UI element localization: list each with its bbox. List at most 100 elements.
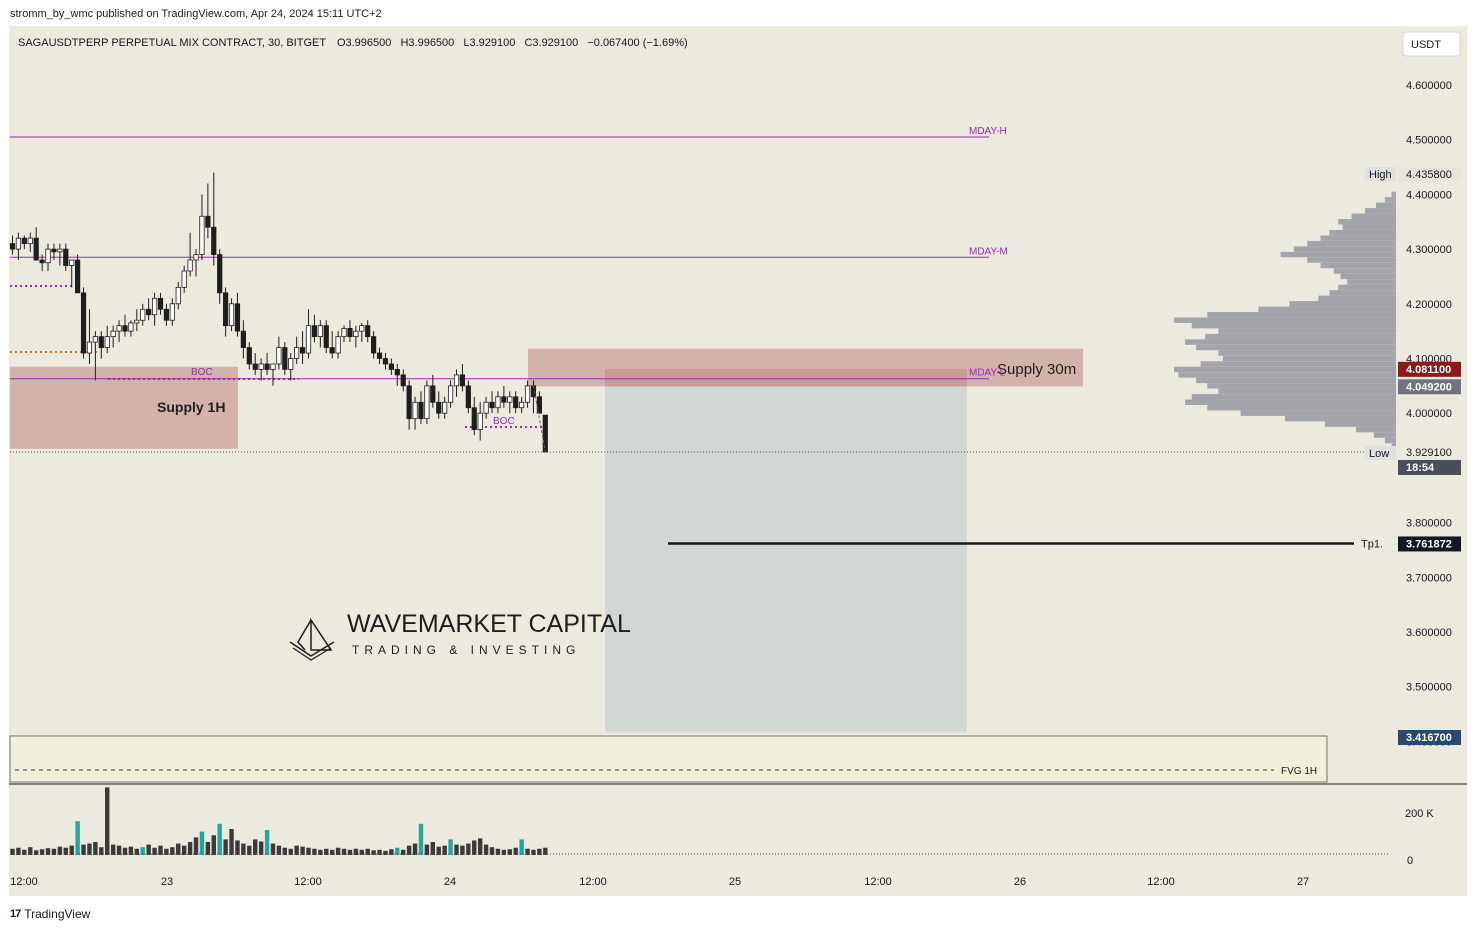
candle-body [471,407,477,431]
countdown-label: 18:54 [1406,462,1435,474]
ohlc-low-value: 3.929100 [469,37,515,49]
candle-body [86,341,93,354]
supply-30m-label: Supply 30m [997,361,1076,378]
candle-body [270,363,276,370]
low-tag: Low [1369,448,1389,460]
candle-body [33,237,39,261]
candle-body [98,336,104,348]
y-tick-label: 3.600000 [1406,627,1452,639]
axes-layer: 4.600000 4.500000 4.400000 4.300000 4.200000… [10,80,1452,888]
volume-bar [324,848,329,855]
projection-line [532,385,546,452]
volume-bar [28,847,33,855]
candle-body [39,259,45,264]
volume-bar [371,850,376,855]
candle-body [424,385,430,420]
volume-bar [436,846,441,855]
footer: 17 TradingView [0,896,1476,931]
tradingview-logo-icon: 17 [10,908,21,920]
tp1-price-label-bg [1398,536,1461,552]
y-tick-label: 4.400000 [1406,189,1452,201]
x-tick-label: 12:00 [579,876,607,888]
symbol-line: SAGAUSDTPERP PERPETUAL MIX CONTRACT, 30,… [18,37,688,49]
candle-body [228,303,235,327]
ohlc-open-value: 3.996500 [346,37,392,49]
volume-bar [489,847,495,855]
volume-bar [211,835,216,855]
volume-bar [507,849,512,855]
volume-bar [543,847,548,855]
boc-label: BOC [191,367,213,378]
volume-bar [33,850,39,855]
profile-bar [1318,295,1396,302]
volume-bar [282,847,288,855]
volume-bar [134,848,140,855]
candle-body [276,347,282,365]
watermark-subtitle: TRADING & INVESTING [352,643,580,657]
candle-body [359,325,365,332]
volume-bar [318,849,323,855]
y-tick-label: 4.200000 [1406,299,1452,311]
target-price-label-bg [1398,730,1461,745]
candle-body [371,336,377,354]
profile-bar [1258,306,1396,312]
candle-body [524,385,531,403]
candle-body [163,308,170,321]
volume-bar [306,847,311,855]
y-tick-label: 4.500000 [1406,135,1452,147]
candle-body [442,401,448,414]
volume-bar [495,848,501,855]
candle-body [122,325,128,332]
profile-bar [1185,339,1396,345]
zones-layer: Supply 1H Supply 30m FVG 1H [9,348,1328,783]
volume-bar [466,843,471,855]
volume-bar [176,843,181,855]
candle-body [536,396,542,414]
volume-bar [69,845,74,855]
volume-bar [401,849,406,855]
low-price-label-bg [1398,444,1461,460]
supply-1h-label: Supply 1H [157,399,225,415]
candle-body [299,347,306,354]
x-tick-label: 26 [1014,876,1026,888]
profile-bar [1307,257,1396,263]
profile-bar [1207,312,1396,318]
profile-bar [1347,279,1396,285]
candle-body [21,237,27,245]
x-tick-label: 12:00 [294,876,322,888]
profile-bar [1364,208,1396,214]
volume-bar [519,839,524,855]
volume-bar [270,843,276,855]
volume-bar [241,843,246,855]
logo-triangle-edge [297,619,312,651]
volume-bar [164,848,169,855]
candle-body [223,292,229,327]
volume-bar [353,848,359,855]
volume-bar [365,848,370,855]
low-price-label: 3.929100 [1406,447,1452,459]
profile-bar [1174,317,1396,323]
entry-price-label-bg [1398,379,1461,395]
profile-bar [1218,328,1396,334]
volume-bar [430,842,436,855]
high-price-label-bg [1398,167,1461,182]
currency-button[interactable]: USDT [1402,31,1461,57]
profile-bar [1285,415,1396,422]
volume-bar [300,846,305,855]
tradingview-brand[interactable]: 17 TradingView [10,907,90,921]
x-tick-label: 25 [729,876,741,888]
candle-body [311,325,318,338]
volume-bar [288,848,293,855]
profile-bar [1338,219,1396,225]
volume-bar [57,846,63,855]
candle-body [57,248,63,253]
profile-bar [1240,410,1396,416]
volume-bar [448,839,453,855]
price-labels-layer: High 4.435800 4.081100 4.049200 Low 3.929100 1… [1361,167,1461,745]
profile-bar [1293,246,1396,252]
tp1-label: Tp1. [1361,538,1383,550]
profile-bar [1338,284,1396,291]
candle-body [146,308,152,316]
volume-bar [531,849,536,855]
